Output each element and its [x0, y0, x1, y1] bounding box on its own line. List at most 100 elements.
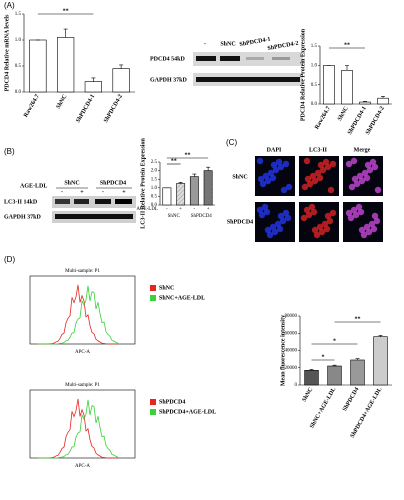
blot-b: AGE-LDL ShNC ShPDCD4 - + - + LC3-II 14kD… — [4, 180, 136, 223]
legend-swatch — [150, 409, 156, 415]
error-bar — [381, 95, 385, 99]
cell — [345, 209, 353, 217]
cell — [322, 158, 330, 166]
error-bar — [345, 65, 349, 71]
flow-plot — [29, 275, 136, 345]
legend-entry: ShNC — [159, 285, 174, 291]
error-bar — [309, 369, 314, 371]
x-tick-label: - — [166, 207, 168, 212]
x-tick-label: ShPDCD4-2 — [365, 106, 386, 136]
cell — [321, 220, 329, 228]
error-bar — [119, 64, 124, 69]
x-tick-label: Raw264.7 — [314, 106, 332, 131]
cell — [259, 180, 267, 188]
legend-entry: ShNC+AGE-LDL — [159, 295, 205, 301]
y-tick-label: 20000 — [285, 366, 298, 371]
error-bar — [363, 100, 367, 103]
bar — [112, 68, 130, 93]
y-tick-label: 2.5 — [151, 160, 158, 165]
cell — [284, 214, 292, 222]
flow-title: Multi-sample: P1 — [65, 269, 100, 274]
band — [196, 56, 216, 61]
legend-swatch — [150, 285, 156, 291]
cell — [264, 177, 272, 185]
panel-label: (D) — [4, 255, 15, 264]
bar — [359, 101, 371, 105]
flow-x-label: APC-A — [75, 464, 90, 469]
column-label: DAPI — [267, 147, 282, 153]
significance-label: ** — [63, 8, 69, 14]
x-tick-label: ShPDCD4-2 — [103, 94, 124, 124]
y-tick-label: 2.0 — [151, 169, 158, 174]
y-axis-label: PDCD4 Relative mRNA levels — [4, 14, 10, 91]
cell — [319, 166, 327, 174]
cell — [360, 231, 368, 239]
group-label: ShPDCD4 — [100, 180, 126, 186]
y-tick-label: 40000 — [285, 349, 298, 354]
x-tick-label: ShNC — [302, 387, 315, 403]
bar — [29, 39, 47, 93]
cell — [348, 183, 356, 191]
cell — [285, 183, 293, 191]
cell — [275, 158, 283, 166]
cell — [317, 161, 325, 169]
cell — [306, 180, 314, 188]
cell — [371, 163, 379, 171]
cell — [310, 208, 318, 216]
band — [220, 56, 240, 61]
cell — [356, 172, 364, 180]
cell — [365, 228, 373, 236]
row-label: ShNC — [232, 174, 247, 180]
group-label: ShPDCD4 — [191, 214, 213, 219]
blot-row-label: GAPDH 37kD — [150, 77, 188, 83]
cell — [358, 226, 366, 234]
y-tick-label: 1.5 — [15, 12, 22, 17]
flow-title: Multi-sample: P1 — [65, 383, 100, 388]
flow-curve — [38, 285, 119, 345]
cell — [270, 161, 278, 169]
panel-label: (A) — [4, 1, 15, 10]
legend-swatch — [150, 295, 156, 301]
cell — [277, 163, 285, 171]
cell — [303, 157, 311, 165]
sign-label: + — [80, 189, 84, 195]
cell — [350, 157, 358, 165]
x-tick-label: ShPDCD4 — [342, 387, 360, 413]
x-axis-label: AGE-LDL — [136, 207, 158, 212]
cell — [370, 225, 378, 233]
significance-label: * — [322, 354, 325, 360]
cell — [326, 217, 334, 225]
cell — [269, 223, 277, 231]
significance-label: * — [333, 338, 336, 344]
cell — [301, 183, 309, 191]
y-tick-label: 1.0 — [151, 186, 158, 191]
panel-label: (C) — [226, 138, 237, 147]
cell — [329, 160, 337, 168]
bar — [162, 187, 172, 206]
significance-label: ** — [344, 42, 350, 48]
cell — [300, 214, 308, 222]
cell — [262, 172, 270, 180]
bar — [84, 81, 103, 93]
y-tick-label: 1.0 — [15, 38, 22, 43]
group-label: ShNC — [168, 214, 181, 219]
error-bar — [178, 181, 183, 184]
cell — [267, 169, 275, 177]
significance-label: ** — [355, 316, 361, 322]
sign-label: - — [102, 189, 104, 195]
band — [196, 77, 300, 82]
bar — [323, 65, 335, 105]
cell — [261, 203, 269, 211]
blot-col-label: ShPDCD4-1 — [239, 37, 271, 48]
cell — [355, 203, 363, 211]
x-tick-label: ShNC — [56, 94, 69, 110]
bar-hatch — [176, 183, 185, 205]
legend-swatch — [150, 399, 156, 405]
x-tick-label: + — [179, 207, 182, 212]
cell — [318, 228, 326, 236]
cell — [279, 217, 287, 225]
y-tick-label: 0.5 — [311, 83, 318, 88]
flow-x-label: APC-A — [75, 350, 90, 355]
cell — [266, 231, 274, 239]
cell — [303, 206, 311, 214]
